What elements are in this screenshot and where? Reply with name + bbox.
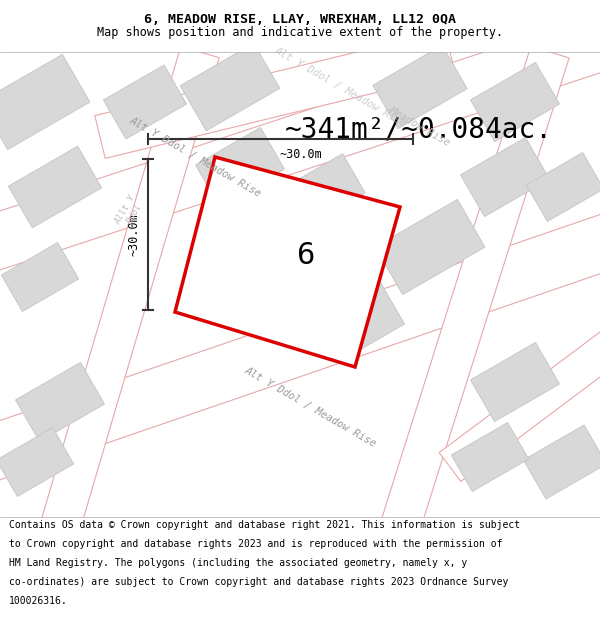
Text: 100026316.: 100026316. — [9, 596, 68, 606]
Polygon shape — [451, 422, 529, 491]
Polygon shape — [470, 62, 559, 141]
Polygon shape — [196, 127, 284, 206]
Polygon shape — [1, 242, 79, 311]
Polygon shape — [180, 43, 280, 131]
Text: to Crown copyright and database rights 2023 and is reproduced with the permissio: to Crown copyright and database rights 2… — [9, 539, 503, 549]
Text: Meadow Rise: Meadow Rise — [388, 106, 452, 149]
Polygon shape — [373, 46, 467, 129]
Polygon shape — [253, 237, 317, 297]
Text: Alt Y Ddol / Meadow Rise: Alt Y Ddol / Meadow Rise — [242, 365, 377, 449]
Text: Alt Y Ddol / Meadow Rise: Alt Y Ddol / Meadow Rise — [272, 45, 407, 129]
Polygon shape — [439, 302, 600, 481]
Text: ~30.0m: ~30.0m — [128, 213, 140, 256]
Text: Allt Y
Ddol: Allt Y Ddol — [113, 193, 146, 231]
Polygon shape — [523, 425, 600, 499]
Polygon shape — [526, 152, 600, 221]
Text: 6: 6 — [297, 241, 316, 270]
Polygon shape — [8, 146, 101, 228]
Polygon shape — [295, 154, 365, 220]
Polygon shape — [381, 46, 569, 533]
Polygon shape — [175, 157, 400, 367]
Text: 6, MEADOW RISE, LLAY, WREXHAM, LL12 0QA: 6, MEADOW RISE, LLAY, WREXHAM, LL12 0QA — [144, 13, 456, 26]
Polygon shape — [95, 31, 455, 158]
Polygon shape — [470, 342, 559, 421]
Polygon shape — [375, 199, 485, 294]
Polygon shape — [0, 201, 600, 484]
Polygon shape — [16, 362, 104, 441]
Polygon shape — [461, 138, 550, 216]
Text: Contains OS data © Crown copyright and database right 2021. This information is : Contains OS data © Crown copyright and d… — [9, 520, 520, 530]
Polygon shape — [0, 54, 90, 149]
Polygon shape — [41, 46, 219, 532]
Text: ~30.0m: ~30.0m — [279, 149, 322, 161]
Polygon shape — [103, 65, 187, 139]
Text: Map shows position and indicative extent of the property.: Map shows position and indicative extent… — [97, 26, 503, 39]
Polygon shape — [0, 428, 74, 496]
Polygon shape — [0, 1, 600, 274]
Text: Alt Y Ddol / Meadow Rise: Alt Y Ddol / Meadow Rise — [128, 115, 262, 199]
Text: co-ordinates) are subject to Crown copyright and database rights 2023 Ordnance S: co-ordinates) are subject to Crown copyr… — [9, 577, 508, 587]
Text: HM Land Registry. The polygons (including the associated geometry, namely x, y: HM Land Registry. The polygons (includin… — [9, 558, 467, 568]
Polygon shape — [316, 282, 404, 361]
Text: ~341m²/~0.084ac.: ~341m²/~0.084ac. — [285, 115, 553, 143]
